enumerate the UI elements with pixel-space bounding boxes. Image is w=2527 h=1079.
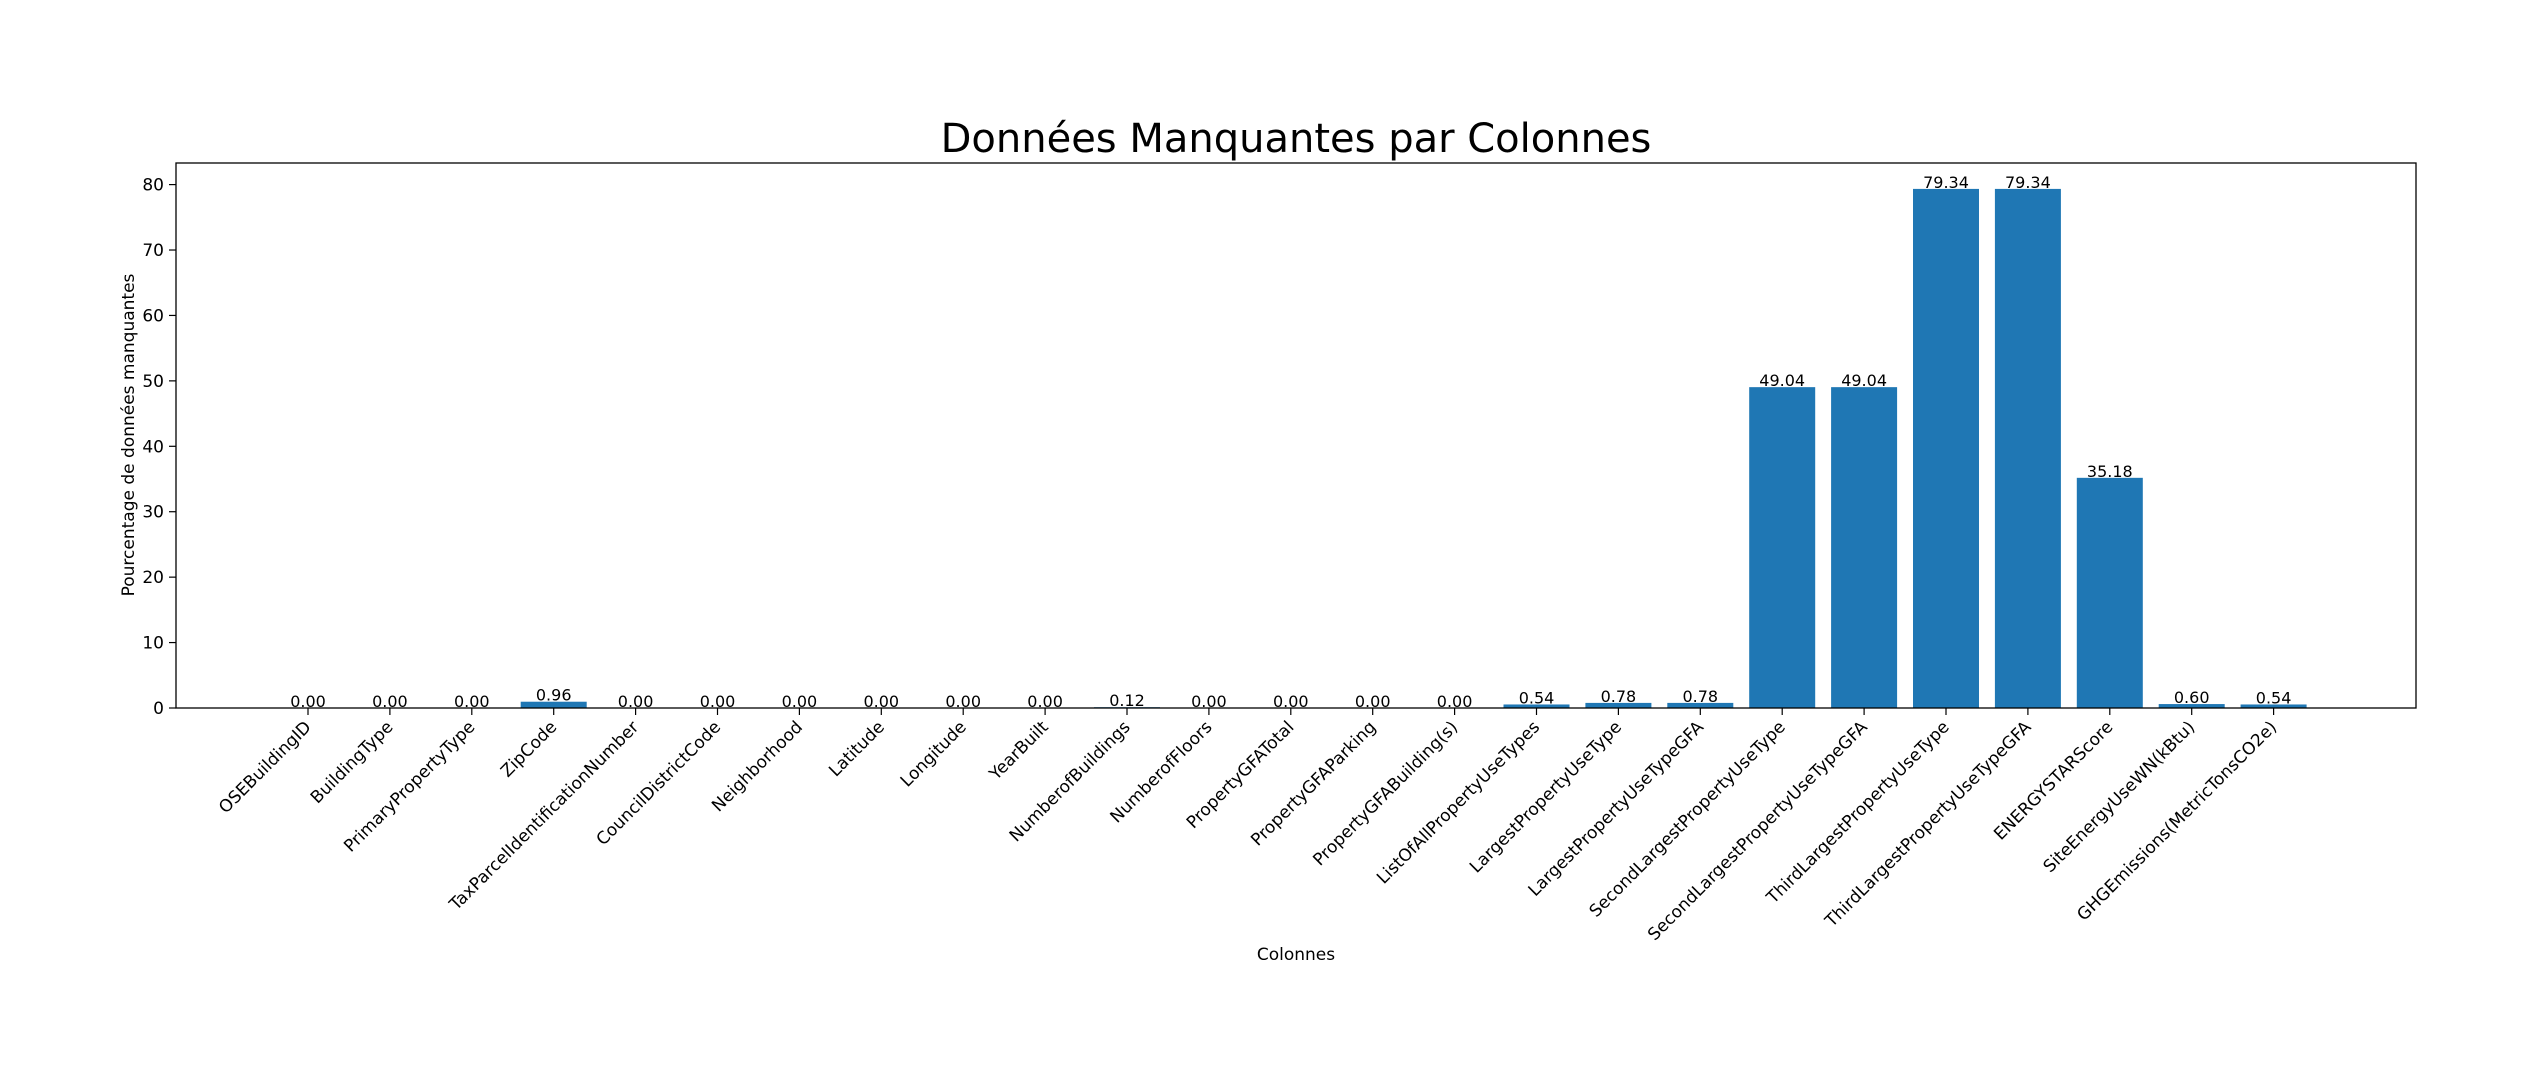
y-tick-label: 20 [142, 568, 164, 588]
bar-value-label: 0.54 [2256, 688, 2292, 707]
bar-value-label: 0.00 [1437, 692, 1473, 711]
x-tick-label: YearBuilt [985, 717, 1053, 785]
bar-value-label: 0.00 [782, 692, 818, 711]
x-tick-label: OSEBuildingID [215, 717, 315, 817]
x-tick-label: ZipCode [497, 717, 561, 781]
data-labels-layer: 0.00 0.00 0.00 0.96 0.00 0.00 0.00 0.00 0.00 0.00… [290, 173, 2291, 711]
x-tick-label: LargestPropertyUseTypeGFA [1525, 717, 1708, 900]
bar-value-label: 0.00 [1191, 692, 1227, 711]
bar-value-label: 0.00 [454, 692, 490, 711]
bar-value-label: 0.00 [372, 692, 408, 711]
bar-value-label: 0.00 [863, 692, 899, 711]
y-tick-label: 10 [142, 634, 164, 654]
bar-value-label: 0.54 [1519, 688, 1555, 707]
bar-value-label: 79.34 [2005, 173, 2051, 192]
y-tick-label: 70 [142, 241, 164, 261]
y-axis-label: Pourcentage de données manquantes [119, 273, 139, 596]
bar-value-label: 0.78 [1601, 687, 1637, 706]
y-tick-label: 0 [153, 699, 164, 719]
x-tick-label: BuildingType [307, 717, 398, 808]
bar [2158, 704, 2225, 708]
bar [520, 701, 587, 708]
y-tick-label: 40 [142, 437, 164, 457]
x-axis: OSEBuildingIDBuildingTypePrimaryProperty… [215, 708, 2281, 945]
bar-value-label: 0.00 [1027, 692, 1063, 711]
bar-value-label: 49.04 [1841, 371, 1887, 390]
x-tick-label: SiteEnergyUseWN(kBtu) [2040, 717, 2200, 877]
bar-value-label: 0.00 [945, 692, 981, 711]
bar [2240, 704, 2307, 708]
y-tick-label: 50 [142, 372, 164, 392]
bar [1913, 188, 1979, 708]
chart-title: Données Manquantes par Colonnes [941, 116, 1652, 162]
bar [1831, 387, 1898, 708]
bar [1749, 387, 1816, 708]
x-tick-label: Latitude [825, 717, 889, 781]
y-tick-label: 80 [142, 176, 164, 196]
plot-frame [175, 162, 2417, 709]
x-axis-label: Colonnes [1257, 945, 1335, 965]
bar [1667, 702, 1734, 708]
bar-value-label: 0.12 [1109, 691, 1145, 710]
bar-value-label: 0.78 [1682, 687, 1718, 706]
bar-value-label: 0.00 [700, 692, 736, 711]
bar-value-label: 35.18 [2087, 462, 2133, 481]
y-axis: 0 10 20 30 40 50 60 70 80 [142, 176, 176, 719]
bar-value-label: 49.04 [1759, 371, 1805, 390]
bar-value-label: 0.60 [2174, 688, 2210, 707]
bar-value-label: 0.00 [1273, 692, 1309, 711]
x-tick-label: LargestPropertyUseType [1466, 717, 1626, 877]
bar-value-label: 0.00 [618, 692, 654, 711]
bar [2076, 477, 2143, 708]
y-tick-label: 60 [142, 306, 164, 326]
x-tick-label: PropertyGFABuilding(s) [1309, 717, 1462, 870]
bar [1503, 704, 1570, 708]
bars-layer [520, 188, 2307, 708]
x-tick-label: ListOfAllPropertyUseTypes [1373, 717, 1544, 888]
bar-value-label: 0.96 [536, 686, 572, 705]
bar [1585, 702, 1652, 708]
bar-value-label: 79.34 [1923, 173, 1969, 192]
bar-value-label: 0.00 [290, 692, 326, 711]
x-tick-label: Longitude [897, 717, 971, 791]
bar-value-label: 0.00 [1355, 692, 1391, 711]
y-tick-label: 30 [142, 503, 164, 523]
bar [1994, 188, 2061, 708]
